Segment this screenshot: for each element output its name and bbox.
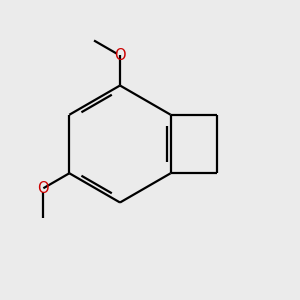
Text: O: O	[38, 181, 49, 196]
Text: O: O	[114, 48, 126, 63]
